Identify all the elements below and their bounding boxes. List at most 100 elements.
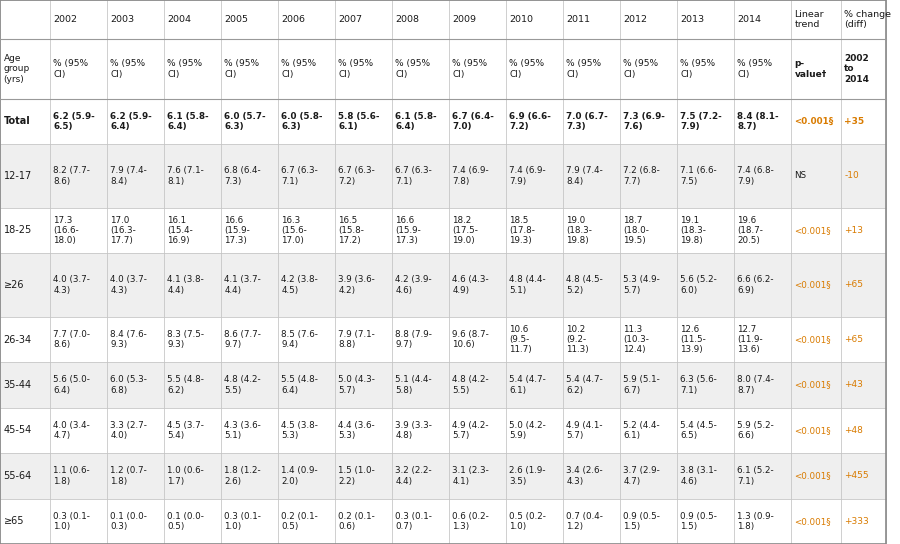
Text: 1.3 (0.9-
1.8): 1.3 (0.9- 1.8) <box>737 511 774 531</box>
Text: 19.1
(18.3-
19.8): 19.1 (18.3- 19.8) <box>680 215 706 245</box>
Text: 5.5 (4.8-
6.4): 5.5 (4.8- 6.4) <box>282 375 319 394</box>
Text: 12.6
(11.5-
13.9): 12.6 (11.5- 13.9) <box>680 325 706 354</box>
Bar <box>677 498 733 544</box>
Text: % (95%
CI): % (95% CI) <box>737 59 772 78</box>
Bar <box>335 453 392 498</box>
Bar <box>107 0 164 39</box>
Text: 8.8 (7.9-
9.7): 8.8 (7.9- 9.7) <box>395 330 432 349</box>
Text: 4.8 (4.2-
5.5): 4.8 (4.2- 5.5) <box>224 375 261 394</box>
Bar <box>220 39 278 98</box>
Bar <box>0 0 50 39</box>
Bar <box>562 98 620 144</box>
Text: 5.1 (4.4-
5.8): 5.1 (4.4- 5.8) <box>395 375 432 394</box>
Bar <box>50 98 107 144</box>
Bar <box>562 253 620 317</box>
Text: 6.7 (6.4-
7.0): 6.7 (6.4- 7.0) <box>453 112 494 131</box>
Text: 4.5 (3.8-
5.3): 4.5 (3.8- 5.3) <box>282 421 319 440</box>
Bar <box>164 0 220 39</box>
Text: 5.4 (4.7-
6.2): 5.4 (4.7- 6.2) <box>566 375 603 394</box>
Text: 7.5 (7.2-
7.9): 7.5 (7.2- 7.9) <box>680 112 722 131</box>
Text: 0.3 (0.1-
1.0): 0.3 (0.1- 1.0) <box>224 511 261 531</box>
Text: 5.6 (5.2-
6.0): 5.6 (5.2- 6.0) <box>680 275 717 295</box>
Text: 2007: 2007 <box>338 15 363 24</box>
Bar <box>220 362 278 407</box>
Text: NS: NS <box>795 171 806 181</box>
Bar <box>0 144 50 208</box>
Text: <0.001§: <0.001§ <box>795 380 831 390</box>
Text: 4.1 (3.8-
4.4): 4.1 (3.8- 4.4) <box>167 275 204 295</box>
Bar <box>50 253 107 317</box>
Bar <box>562 144 620 208</box>
Bar <box>164 407 220 453</box>
Bar <box>449 0 506 39</box>
Text: 2002
to
2014: 2002 to 2014 <box>844 54 869 84</box>
Bar <box>677 98 733 144</box>
Text: Linear
trend: Linear trend <box>795 10 824 29</box>
Text: Age
group
(yrs): Age group (yrs) <box>4 54 30 84</box>
Text: 8.5 (7.6-
9.4): 8.5 (7.6- 9.4) <box>282 330 319 349</box>
Bar <box>278 317 335 362</box>
Bar <box>791 39 841 98</box>
Bar <box>278 208 335 253</box>
Text: 6.1 (5.2-
7.1): 6.1 (5.2- 7.1) <box>737 466 774 486</box>
Text: 3.9 (3.6-
4.2): 3.9 (3.6- 4.2) <box>338 275 375 295</box>
Bar <box>164 498 220 544</box>
Text: 5.2 (4.4-
6.1): 5.2 (4.4- 6.1) <box>624 421 660 440</box>
Bar <box>278 0 335 39</box>
Bar <box>506 98 562 144</box>
Text: 0.9 (0.5-
1.5): 0.9 (0.5- 1.5) <box>680 511 717 531</box>
Text: 8.0 (7.4-
8.7): 8.0 (7.4- 8.7) <box>737 375 774 394</box>
Text: 18-25: 18-25 <box>4 225 32 236</box>
Bar <box>392 39 449 98</box>
Text: 2008: 2008 <box>395 15 419 24</box>
Text: 5.0 (4.3-
5.7): 5.0 (4.3- 5.7) <box>338 375 375 394</box>
Text: 2009: 2009 <box>453 15 476 24</box>
Text: % (95%
CI): % (95% CI) <box>395 59 430 78</box>
Text: 2.6 (1.9-
3.5): 2.6 (1.9- 3.5) <box>509 466 545 486</box>
Text: 7.9 (7.4-
8.4): 7.9 (7.4- 8.4) <box>566 166 603 186</box>
Bar <box>449 98 506 144</box>
Text: 0.6 (0.2-
1.3): 0.6 (0.2- 1.3) <box>453 511 489 531</box>
Text: 6.6 (6.2-
6.9): 6.6 (6.2- 6.9) <box>737 275 774 295</box>
Text: 2011: 2011 <box>566 15 590 24</box>
Text: 5.6 (5.0-
6.4): 5.6 (5.0- 6.4) <box>53 375 90 394</box>
Text: % (95%
CI): % (95% CI) <box>338 59 373 78</box>
Text: % (95%
CI): % (95% CI) <box>624 59 659 78</box>
Bar <box>107 39 164 98</box>
Text: 8.6 (7.7-
9.7): 8.6 (7.7- 9.7) <box>224 330 261 349</box>
Bar <box>50 208 107 253</box>
Text: 7.4 (6.9-
7.9): 7.4 (6.9- 7.9) <box>509 166 546 186</box>
Text: 16.6
(15.9-
17.3): 16.6 (15.9- 17.3) <box>224 215 250 245</box>
Bar <box>0 208 50 253</box>
Text: ≥65: ≥65 <box>4 516 24 526</box>
Bar <box>392 317 449 362</box>
Text: 16.6
(15.9-
17.3): 16.6 (15.9- 17.3) <box>395 215 421 245</box>
Bar <box>506 208 562 253</box>
Bar <box>506 144 562 208</box>
Bar <box>220 453 278 498</box>
Text: 6.1 (5.8-
6.4): 6.1 (5.8- 6.4) <box>167 112 209 131</box>
Text: 6.0 (5.8-
6.3): 6.0 (5.8- 6.3) <box>282 112 323 131</box>
Bar <box>392 208 449 253</box>
Text: 6.7 (6.3-
7.2): 6.7 (6.3- 7.2) <box>338 166 375 186</box>
Text: 6.0 (5.3-
6.8): 6.0 (5.3- 6.8) <box>111 375 148 394</box>
Text: % (95%
CI): % (95% CI) <box>680 59 716 78</box>
Text: 19.0
(18.3-
19.8): 19.0 (18.3- 19.8) <box>566 215 592 245</box>
Bar <box>0 498 50 544</box>
Text: -10: -10 <box>844 171 859 181</box>
Bar <box>220 208 278 253</box>
Bar <box>392 362 449 407</box>
Bar <box>620 39 677 98</box>
Bar <box>734 453 791 498</box>
Bar <box>335 144 392 208</box>
Bar <box>164 453 220 498</box>
Bar <box>620 362 677 407</box>
Text: 4.2 (3.8-
4.5): 4.2 (3.8- 4.5) <box>282 275 318 295</box>
Bar <box>841 498 886 544</box>
Text: % (95%
CI): % (95% CI) <box>453 59 488 78</box>
Text: 4.8 (4.5-
5.2): 4.8 (4.5- 5.2) <box>566 275 603 295</box>
Bar <box>335 0 392 39</box>
Bar <box>220 98 278 144</box>
Text: 10.6
(9.5-
11.7): 10.6 (9.5- 11.7) <box>509 325 532 354</box>
Bar <box>791 208 841 253</box>
